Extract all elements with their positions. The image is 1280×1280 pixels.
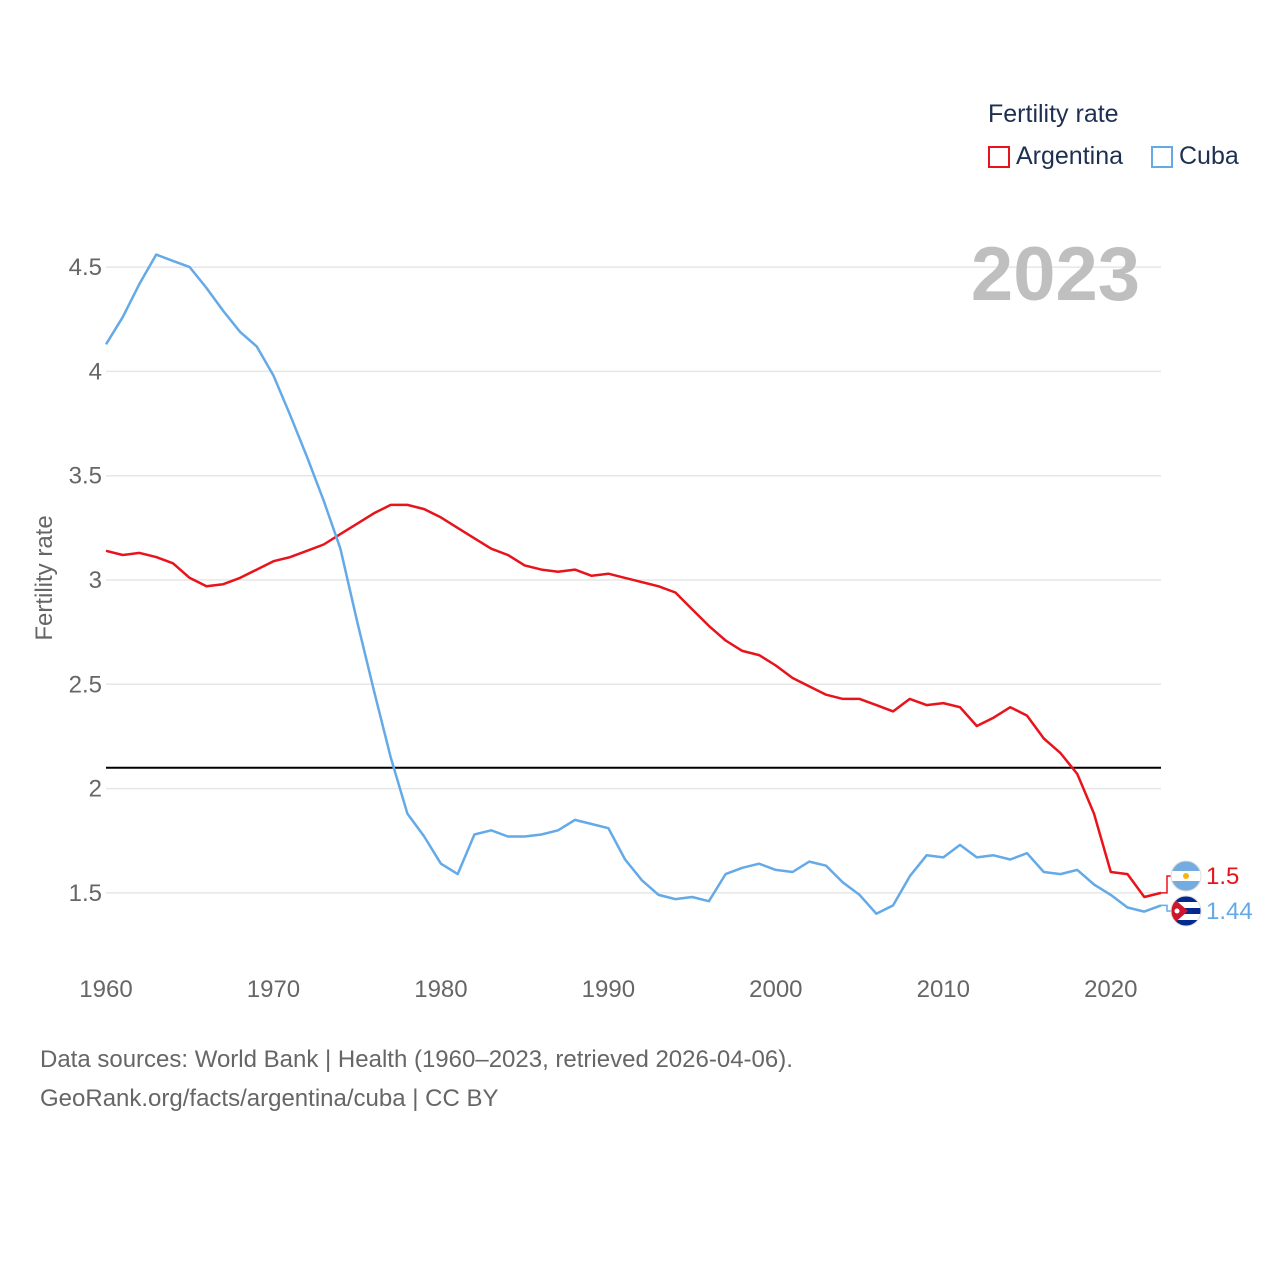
y-tick-label: 2 [89,776,102,803]
end-label-cuba: 1.44 [1206,898,1253,925]
legend-swatch-argentina [988,145,1010,168]
legend-item-argentina[interactable]: Argentina [988,142,1123,171]
y-tick-label: 4.5 [69,254,102,281]
grid-lines [106,266,1161,894]
y-axis-ticks: 1.5 2 2.5 3 3.5 4 4.5 [69,254,102,907]
x-tick-label: 2000 [749,976,802,1003]
flag-icon-cuba [1170,895,1202,927]
legend-swatch-cuba [1151,145,1173,168]
x-tick-label: 2020 [1084,976,1137,1003]
legend-title: Fertility rate [988,100,1119,128]
flag-icon-argentina [1170,860,1202,892]
end-label-argentina: 1.5 [1206,863,1239,890]
x-tick-label: 1970 [247,976,300,1003]
x-tick-label: 1960 [79,976,132,1003]
y-tick-label: 1.5 [69,880,102,907]
y-tick-label: 2.5 [69,671,102,698]
end-markers: 1.5 1.44 [1161,860,1253,927]
x-axis-ticks: 1960 1970 1980 1990 2000 2010 2020 [79,976,1137,1003]
footer-credit: GeoRank.org/facts/argentina/cuba | CC BY [40,1085,499,1112]
legend-label-argentina: Argentina [1016,142,1124,170]
series-line-cuba [104,253,1162,915]
footer-sources: Data sources: World Bank | Health (1960–… [40,1046,793,1073]
y-tick-label: 3.5 [69,463,102,490]
y-axis-label: Fertility rate [31,515,58,640]
series-line-argentina [105,503,1162,899]
x-tick-label: 1980 [414,976,467,1003]
y-tick-label: 3 [89,567,102,594]
x-tick-label: 2010 [917,976,970,1003]
legend-item-cuba[interactable]: Cuba [1151,142,1239,171]
y-tick-label: 4 [89,358,102,385]
legend-label-cuba: Cuba [1179,142,1239,170]
x-tick-label: 1990 [582,976,635,1003]
year-label: 2023 [971,232,1140,317]
series-lines [104,253,1162,915]
